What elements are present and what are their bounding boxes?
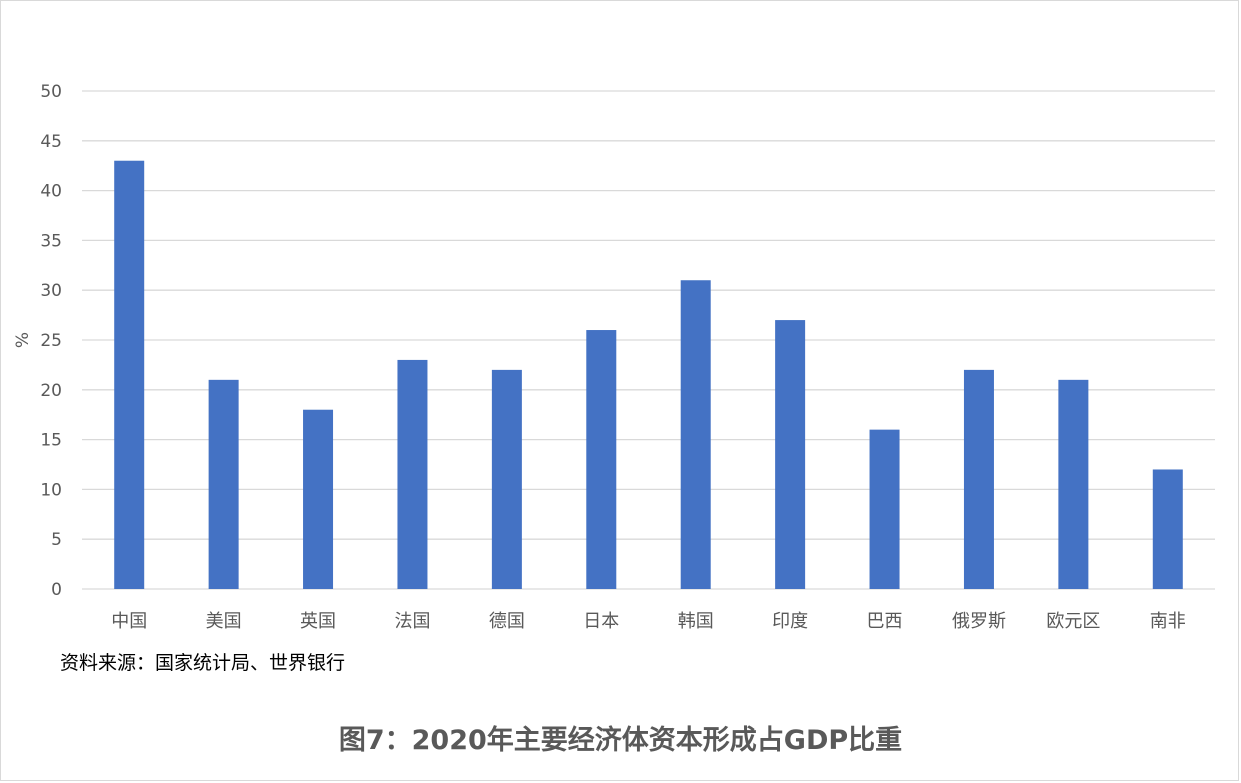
x-tick-label: 法国 — [394, 611, 430, 632]
chart-caption: 图7：2020年主要经济体资本形成占GDP比重 — [338, 725, 903, 756]
x-tick-label: 俄罗斯 — [952, 611, 1006, 632]
x-tick-label: 欧元区 — [1046, 611, 1100, 632]
bar — [1058, 379, 1089, 589]
bar — [1152, 469, 1183, 589]
x-tick-labels: 中国 美国 英国 法国 德国 日本 韩国 印度 巴西 俄罗斯 欧元区 南非 — [111, 611, 1186, 632]
x-tick-label: 英国 — [300, 611, 336, 632]
x-tick-label: 韩国 — [678, 611, 714, 632]
bar — [775, 320, 806, 589]
bars — [114, 160, 1183, 589]
bar — [680, 280, 711, 589]
bar — [586, 330, 617, 589]
bar — [491, 369, 522, 589]
y-axis-label: % — [13, 332, 33, 348]
y-tick-label: 50 — [40, 82, 62, 102]
y-tick-label: 25 — [40, 331, 62, 351]
source-note: 资料来源：国家统计局、世界银行 — [60, 652, 346, 674]
y-tick-label: 20 — [40, 381, 62, 401]
bar — [869, 429, 900, 589]
x-tick-label: 美国 — [206, 611, 242, 632]
bar — [963, 369, 994, 589]
y-tick-label: 30 — [40, 281, 62, 301]
y-tick-labels: 0 5 10 15 20 25 30 35 40 45 50 — [40, 82, 62, 600]
y-tick-label: 10 — [40, 480, 62, 500]
y-tick-label: 0 — [51, 580, 62, 600]
bar — [397, 359, 428, 589]
y-tick-label: 5 — [51, 530, 62, 550]
y-tick-label: 35 — [40, 231, 62, 251]
bar — [303, 409, 334, 589]
y-tick-label: 40 — [40, 182, 62, 202]
x-tick-label: 印度 — [772, 611, 808, 632]
x-tick-label: 德国 — [489, 611, 525, 632]
y-tick-label: 45 — [40, 132, 62, 152]
x-tick-label: 中国 — [111, 611, 147, 632]
bar-chart: 0 5 10 15 20 25 30 35 40 45 50 中国 美国 英国 法国 德国 日本 韩国 印度 巴西 俄… — [13, 82, 1215, 632]
y-tick-label: 15 — [40, 431, 62, 451]
gridlines — [82, 90, 1215, 590]
bar — [114, 160, 145, 589]
x-tick-label: 巴西 — [867, 611, 903, 632]
x-tick-label: 日本 — [583, 611, 619, 632]
x-tick-label: 南非 — [1150, 611, 1186, 632]
bar — [208, 379, 239, 589]
